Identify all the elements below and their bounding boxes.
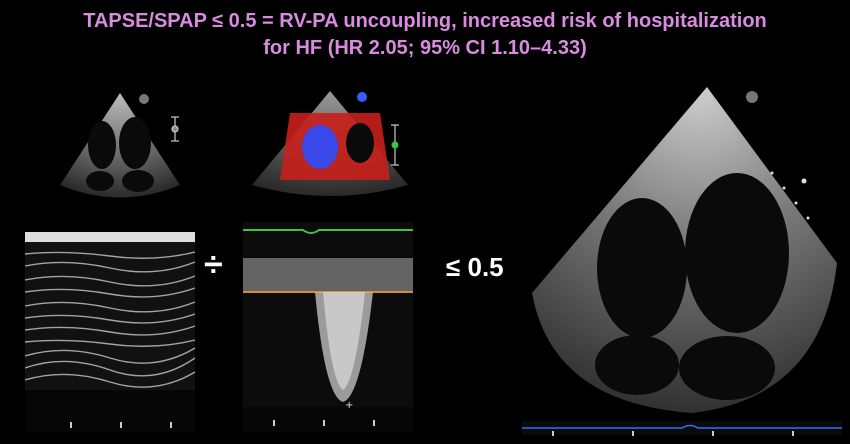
echo-cw-doppler-tr: + (243, 222, 413, 432)
probe-marker-icon (357, 92, 367, 102)
echo-color-doppler-tricuspid (240, 85, 420, 200)
svg-text:+: + (345, 400, 353, 411)
probe-marker-icon (139, 94, 149, 104)
echo-apical-4-chamber-large (522, 83, 842, 439)
title-line-1: TAPSE/SPAP ≤ 0.5 = RV-PA uncoupling, inc… (83, 10, 767, 32)
title-line-2: for HF (HR 2.05; 95% CI 1.10–4.33) (263, 37, 587, 59)
depth-scale-icon (171, 116, 179, 142)
probe-marker-icon (746, 91, 758, 103)
echo-apical-4-chamber-small (40, 85, 200, 200)
depth-scale-icon (391, 124, 399, 166)
threshold-value: ≤ 0.5 (446, 252, 504, 282)
figure-title: TAPSE/SPAP ≤ 0.5 = RV-PA uncoupling, inc… (0, 8, 850, 62)
divide-operator: ÷ (204, 246, 223, 284)
echo-m-mode-tapse (25, 232, 195, 432)
